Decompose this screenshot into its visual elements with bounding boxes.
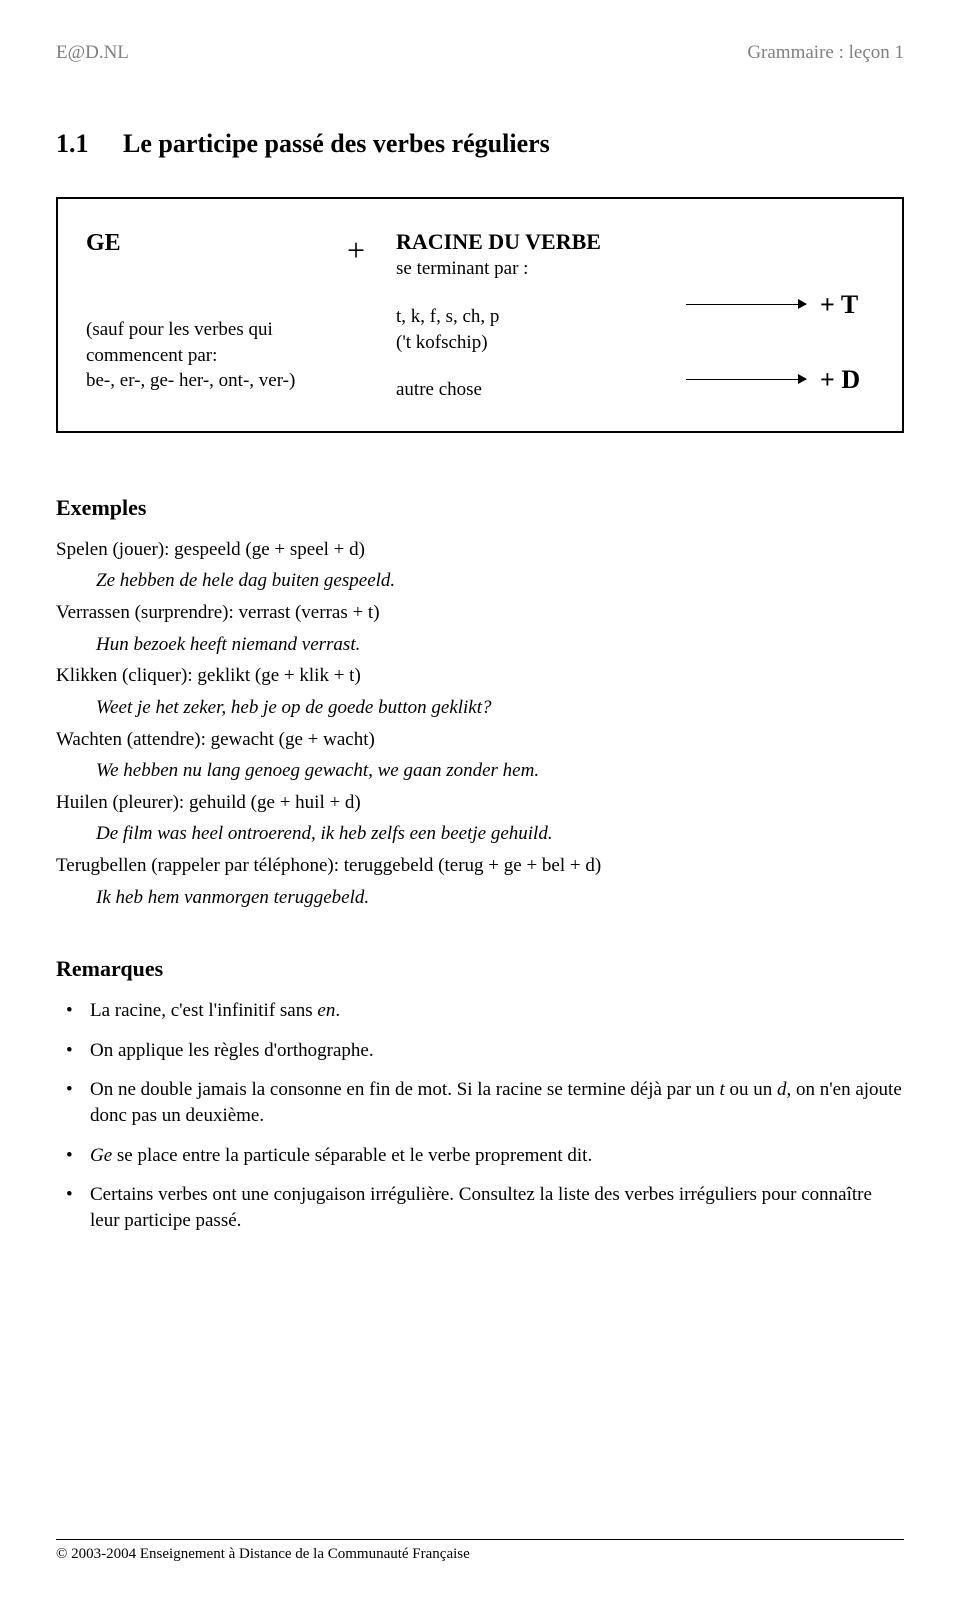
remark-item: On applique les règles d'orthographe. [56,1038,904,1064]
page-title: 1.1 Le participe passé des verbes réguli… [56,126,904,161]
example-sentence: De film was heel ontroerend, ik heb zelf… [96,821,904,847]
rule-left-note-3: be-, er-, ge- her-, ont-, ver-) [86,368,316,394]
example-head: Klikken (cliquer): geklikt (ge + klik + … [56,663,904,689]
rule-mid-column: RACINE DU VERBE se terminant par : t, k,… [396,227,666,403]
example-head: Huilen (pleurer): gehuild (ge + huil + d… [56,790,904,816]
plus-sign: + [336,227,376,403]
remark-item: Ge se place entre la particule séparable… [56,1143,904,1169]
rule-arrows-column: + T + D [686,227,874,403]
example-head: Spelen (jouer): gespeeld (ge + speel + d… [56,537,904,563]
remark-text: On ne double jamais la consonne en fin d… [90,1079,719,1100]
header-left: E@D.NL [56,40,129,66]
example-sentence: Ik heb hem vanmorgen teruggebeld. [96,885,904,911]
example-sentence: Ze hebben de hele dag buiten gespeeld. [96,568,904,594]
remark-text: . [335,1000,340,1021]
remark-item: On ne double jamais la consonne en fin d… [56,1077,904,1128]
rule-left-column: GE (sauf pour les verbes qui commencent … [86,227,316,403]
remark-text: Certains verbes ont une conjugaison irré… [90,1184,872,1231]
example-sentence: Weet je het zeker, heb je op de goede bu… [96,695,904,721]
remark-item: Certains verbes ont une conjugaison irré… [56,1182,904,1233]
example-head: Terugbellen (rappeler par téléphone): te… [56,853,904,879]
racine-label: RACINE DU VERBE [396,227,666,257]
remark-text: se place entre la particule séparable et… [112,1145,592,1166]
title-text: Le participe passé des verbes réguliers [123,129,550,158]
condition-1b: ('t kofschip) [396,330,666,356]
arrow-row-d: + D [686,362,874,397]
examples-section: Spelen (jouer): gespeeld (ge + speel + d… [56,537,904,911]
remark-text: On applique les règles d'orthographe. [90,1040,374,1061]
remark-em: en [317,1000,335,1021]
example-sentence: Hun bezoek heeft niemand verrast. [96,632,904,658]
page-header: E@D.NL Grammaire : leçon 1 [56,40,904,66]
examples-title: Exemples [56,493,904,523]
rule-left-note-1: (sauf pour les verbes qui [86,317,316,343]
racine-sub: se terminant par : [396,256,666,282]
rule-left-note-2: commencent par: [86,343,316,369]
condition-1a: t, k, f, s, ch, p [396,304,666,330]
remarks-title: Remarques [56,954,904,984]
result-d: + D [820,362,860,397]
remark-text: La racine, c'est l'infinitif sans [90,1000,317,1021]
arrow-icon [686,379,806,380]
example-sentence: We hebben nu lang genoeg gewacht, we gaa… [96,758,904,784]
condition-2: autre chose [396,377,666,403]
header-right: Grammaire : leçon 1 [747,40,904,66]
arrow-icon [686,304,806,305]
page-footer: © 2003-2004 Enseignement à Distance de l… [56,1539,904,1564]
example-head: Wachten (attendre): gewacht (ge + wacht) [56,727,904,753]
title-number: 1.1 [56,126,89,161]
remark-text: ou un [725,1079,777,1100]
remark-em: Ge [90,1145,112,1166]
rule-box: GE (sauf pour les verbes qui commencent … [56,197,904,433]
example-head: Verrassen (surprendre): verrast (verras … [56,600,904,626]
remark-item: La racine, c'est l'infinitif sans en. [56,998,904,1024]
result-t: + T [820,287,858,322]
ge-label: GE [86,227,316,259]
arrow-row-t: + T [686,287,874,322]
remarks-list: La racine, c'est l'infinitif sans en. On… [56,998,904,1233]
